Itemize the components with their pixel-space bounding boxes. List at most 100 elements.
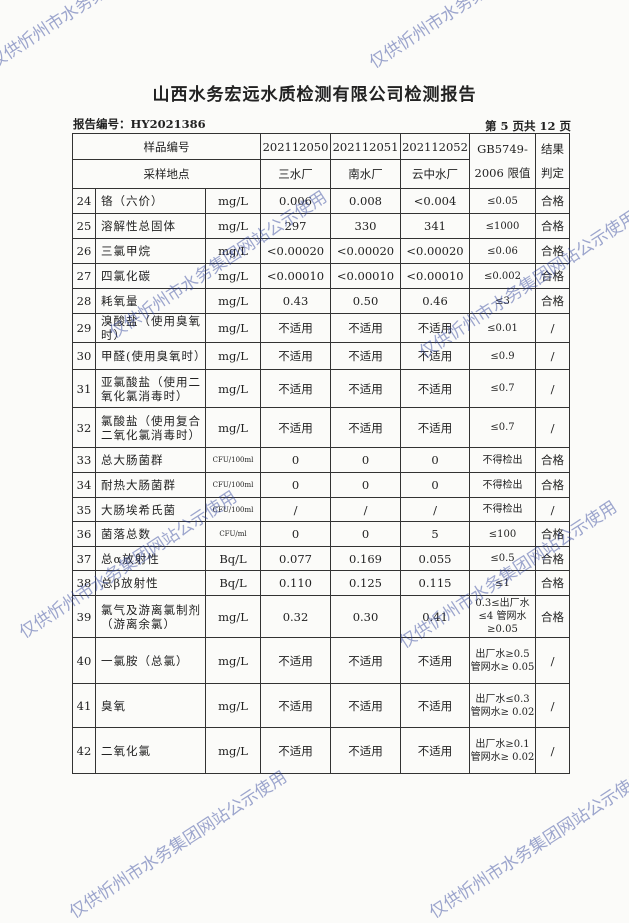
result: 合格 [535,447,570,473]
result: / [535,683,570,728]
value: 不适用 [400,342,470,370]
unit: mg/L [205,263,261,289]
limit-header-1: GB5749- [477,142,528,156]
table-row: 38 总β放射性 Bq/L 0.110 0.125 0.115 ≤1 合格 [72,570,570,596]
row-number: 34 [72,472,96,498]
result: / [535,313,570,343]
value: 0 [330,447,401,473]
value: 0.46 [400,288,470,314]
value: 不适用 [260,727,331,774]
limit: ≤1 [469,570,536,596]
value: 不适用 [330,342,401,370]
limit: ≤0.05 [469,188,536,214]
sample-no-label: 样品编号 [72,133,261,160]
unit: mg/L [205,683,261,728]
table-row: 30 甲醛(使用臭氧时） mg/L 不适用 不适用 不适用 ≤0.9/ [72,342,570,370]
value: 0 [330,521,401,547]
value: 0.006 [260,188,331,214]
unit: mg/L [205,188,261,214]
value: 0 [400,447,470,473]
table-row: 41 臭氧 mg/L 不适用 不适用 不适用 出厂水≤0.3 管网水≥ 0.02/ [72,683,570,728]
item-name: 四氯化碳 [95,263,206,289]
row-number: 31 [72,369,96,408]
value: <0.00020 [400,238,470,264]
item-name: 亚氯酸盐（使用二氧化氯消毒时） [95,369,206,408]
row-number: 39 [72,595,96,638]
value: 297 [260,213,331,239]
watermark: 仅供忻州市水务集团网站公示使用 [65,767,291,923]
item-name: 一氯胺（总氯） [95,637,206,684]
value: 5 [400,521,470,547]
unit: mg/L [205,238,261,264]
value: 不适用 [400,369,470,408]
value: 不适用 [260,369,331,408]
row-number: 30 [72,342,96,370]
value: 不适用 [260,637,331,684]
unit: CFU/ml [205,521,261,547]
watermark: 仅供忻州市水务集团网站公示使用 [0,0,211,73]
unit: CFU/100ml [205,472,261,498]
limit: 不得检出 [469,472,536,498]
result: / [535,407,570,448]
limit: ≤0.7 [469,407,536,448]
value: 0 [260,447,331,473]
row-number: 36 [72,521,96,547]
unit: mg/L [205,342,261,370]
value: 0.43 [260,288,331,314]
value: 0.32 [260,595,331,638]
value: <0.004 [400,188,470,214]
value: <0.00020 [330,238,401,264]
limit: 不得检出 [469,497,536,522]
result: 合格 [535,213,570,239]
unit: CFU/100ml [205,447,261,473]
result: / [535,342,570,370]
item-name: 耐热大肠菌群 [95,472,206,498]
result: 合格 [535,570,570,596]
value: 不适用 [330,369,401,408]
limit: ≤0.5 [469,546,536,571]
row-number: 32 [72,407,96,448]
item-name: 菌落总数 [95,521,206,547]
watermark: 仅供忻州市水务集团网站公示使用 [363,0,591,73]
table-row: 25 溶解性总固体 mg/L 297 330 341 ≤1000 合格 [72,213,570,239]
table-row: 28 耗氧量 mg/L 0.43 0.50 0.46 ≤3 合格 [72,288,570,314]
row-number: 28 [72,288,96,314]
row-number: 26 [72,238,96,264]
value: 0.41 [400,595,470,638]
row-number: 38 [72,570,96,596]
limit: 不得检出 [469,447,536,473]
value: / [330,497,401,522]
item-name: 氯酸盐（使用复合二氧化氯消毒时） [95,407,206,448]
row-number: 40 [72,637,96,684]
site-label: 采样地点 [72,159,261,189]
value: <0.00010 [400,263,470,289]
row-number: 29 [72,313,96,343]
value: 0 [400,472,470,498]
result: / [535,637,570,684]
value: 0 [260,521,331,547]
table-row: 29 溴酸盐（使用臭氧时） mg/L 不适用 不适用 不适用 ≤0.01/ [72,313,570,343]
table-row: 34 耐热大肠菌群 CFU/100ml 0 0 0 不得检出 合格 [72,472,570,498]
row-number: 25 [72,213,96,239]
limit: 出厂水≥0.1 管网水≥ 0.02 [469,727,536,774]
result: 合格 [535,521,570,547]
value: 不适用 [330,727,401,774]
item-name: 臭氧 [95,683,206,728]
result: / [535,497,570,522]
item-name: 总α放射性 [95,546,206,571]
row-number: 24 [72,188,96,214]
unit: mg/L [205,369,261,408]
result: / [535,727,570,774]
result-header-1: 结果 [541,142,564,156]
value: 不适用 [330,407,401,448]
limit-header-2: 2006 限值 [474,166,531,180]
site: 三水厂 [260,159,331,189]
results-table: 样品编号 202112050 202112051 202112052 GB574… [72,133,570,774]
site: 南水厂 [330,159,401,189]
value: <0.00010 [330,263,401,289]
row-number: 35 [72,497,96,522]
value: 不适用 [260,313,331,343]
unit: mg/L [205,313,261,343]
table-row: 24 铬（六价） mg/L 0.006 0.008 <0.004 ≤0.05 合格 [72,188,570,214]
result: 合格 [535,238,570,264]
